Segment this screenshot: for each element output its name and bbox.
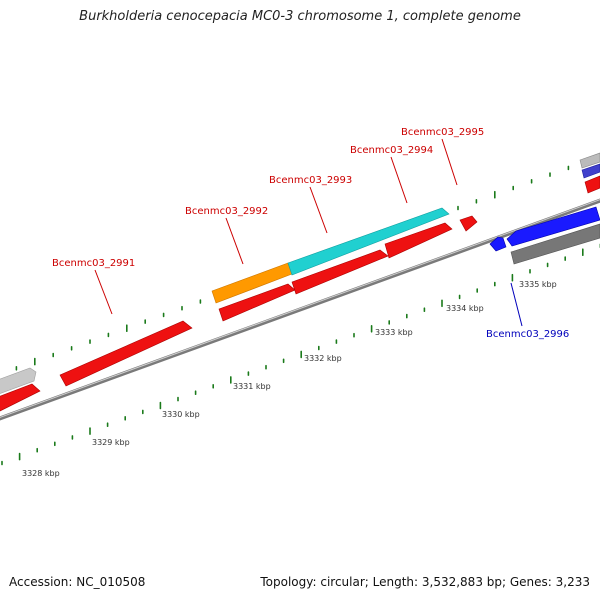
gene-arrow-2993-cyan[interactable] — [287, 207, 450, 276]
accession-label: Accession: NC_010508 — [9, 575, 146, 589]
leader-line-bcenmc03_2996 — [510, 282, 523, 327]
inner-scale-ticks — [1, 243, 600, 466]
gene-label-bcenmc03_2994[interactable]: Bcenmc03_2994 — [350, 145, 433, 156]
gene-labels: Bcenmc03_2991 Bcenmc03_2992 Bcenmc03_2993 B… — [52, 127, 569, 340]
leader-line-bcenmc03_2994 — [390, 156, 408, 204]
gene-arrow-2991[interactable] — [59, 320, 193, 387]
leader-line-bcenmc03_2991 — [94, 269, 113, 315]
gene-arrow-blue-long[interactable] — [506, 206, 600, 247]
scale-label: 3332 kbp — [304, 354, 342, 363]
gene-arrow-gray-right[interactable] — [579, 152, 600, 169]
gene-arrow-gray-left[interactable] — [0, 367, 37, 395]
gene-label-bcenmc03_2991[interactable]: Bcenmc03_2991 — [52, 258, 135, 269]
gene-arrow-2994[interactable] — [384, 222, 453, 259]
leader-line-bcenmc03_2992 — [225, 217, 244, 265]
gene-arrow-red-left-lower[interactable] — [0, 383, 41, 414]
genome-backbone — [0, 198, 600, 421]
genome-backbone-highlight — [0, 199, 600, 418]
scale-label: 3329 kbp — [92, 438, 130, 447]
gene-label-bcenmc03_2996[interactable]: Bcenmc03_2996 — [486, 329, 569, 340]
gene-arrow-blue-right[interactable] — [581, 163, 600, 179]
gene-label-bcenmc03_2995[interactable]: Bcenmc03_2995 — [401, 127, 484, 138]
gene-arrow-2993[interactable] — [291, 249, 389, 295]
gene-arrow-gray-long[interactable] — [510, 223, 600, 265]
scale-label: 3333 kbp — [375, 328, 413, 337]
leader-line-bcenmc03_2995 — [441, 138, 458, 186]
gene-arrow-2995[interactable] — [459, 215, 478, 232]
gene-arrow-red-right-top[interactable] — [584, 175, 600, 194]
scale-label: 3328 kbp — [22, 469, 60, 478]
scale-labels: 3328 kbp 3329 kbp 3330 kbp 3331 kbp 3332 kbp… — [22, 280, 557, 478]
gene-arrow-2996[interactable] — [489, 236, 507, 252]
scale-label: 3334 kbp — [446, 304, 484, 313]
scale-label: 3330 kbp — [162, 410, 200, 419]
leader-line-bcenmc03_2993 — [309, 186, 328, 234]
gene-label-bcenmc03_2992[interactable]: Bcenmc03_2992 — [185, 206, 268, 217]
topology-info: Topology: circular; Length: 3,532,883 bp… — [260, 575, 590, 589]
gene-label-bcenmc03_2993[interactable]: Bcenmc03_2993 — [269, 175, 352, 186]
map-title: Burkholderia cenocepacia MC0-3 chromosom… — [79, 9, 521, 24]
scale-label: 3331 kbp — [233, 382, 271, 391]
scale-label: 3335 kbp — [519, 280, 557, 289]
